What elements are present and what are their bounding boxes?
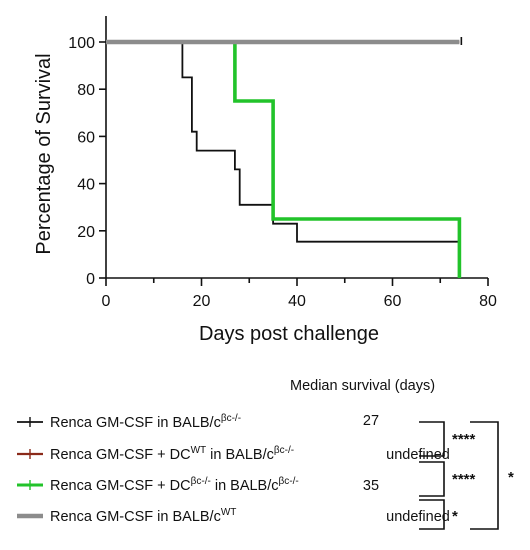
- median-survival-table: Median survival (days) 27 undefined 35 undef…: [290, 378, 514, 530]
- x-tick-label: 0: [102, 293, 111, 310]
- y-tick-label: 60: [77, 129, 95, 146]
- legend-label-2: Renca GM-CSF + DCβc-/- in BALB/cβc-/-: [50, 476, 299, 494]
- x-axis-title: Days post challenge: [199, 323, 379, 345]
- bracket-3: [419, 499, 445, 530]
- series-line-2: [106, 40, 462, 278]
- significance-label-3: *: [508, 469, 514, 486]
- legend-text-part: in BALB/c: [206, 447, 274, 463]
- y-tick-label: 40: [77, 177, 95, 194]
- median-value-0: 27: [363, 413, 379, 429]
- axes: 0 20 40 60 80 100 0 20 40 60 80 Days post challenge…: [33, 16, 497, 345]
- bracket-outer: [470, 421, 499, 530]
- x-tick-label: 40: [288, 293, 306, 310]
- series-line-0: [106, 41, 461, 260]
- median-header: Median survival (days): [290, 378, 435, 394]
- legend-text-part: Renca GM-CSF in BALB/c: [50, 509, 221, 525]
- x-tick-label: 20: [193, 293, 211, 310]
- bracket-2: [419, 461, 445, 497]
- median-value-2: 35: [363, 478, 379, 494]
- legend-label-0: Renca GM-CSF in BALB/cβc-/-: [50, 413, 241, 431]
- legend-text-part: in BALB/c: [211, 478, 279, 494]
- median-value-1: undefined: [386, 447, 450, 463]
- legend-text-part: βc-/-: [191, 476, 211, 487]
- legend-text-part: Renca GM-CSF + DC: [50, 478, 191, 494]
- legend-text-part: Renca GM-CSF in BALB/c: [50, 415, 221, 431]
- legend-text-part: Renca GM-CSF + DC: [50, 447, 191, 463]
- legend-text-part: βc-/-: [274, 445, 294, 456]
- legend-text-part: βc-/-: [279, 476, 299, 487]
- legend-text-part: βc-/-: [221, 413, 241, 424]
- legend-label-3: Renca GM-CSF in BALB/cWT: [50, 507, 236, 525]
- y-tick-label: 80: [77, 82, 95, 99]
- y-axis-title: Percentage of Survival: [33, 53, 55, 254]
- bracket-1: [419, 421, 445, 457]
- legend: Renca GM-CSF in BALB/cβc-/-Renca GM-CSF …: [17, 413, 299, 525]
- significance-label-2: *: [452, 508, 458, 525]
- x-tick-label: 80: [479, 293, 497, 310]
- significance-label-1: ****: [452, 471, 476, 488]
- legend-text-part: WT: [191, 445, 207, 456]
- legend-label-1: Renca GM-CSF + DCWT in BALB/cβc-/-: [50, 445, 294, 463]
- y-tick-label: 100: [68, 35, 95, 52]
- median-value-3: undefined: [386, 509, 450, 525]
- series-lines: [106, 37, 463, 278]
- y-tick-label: 0: [86, 271, 95, 288]
- legend-text-part: WT: [221, 507, 237, 518]
- y-tick-label: 20: [77, 224, 95, 241]
- significance-label-0: ****: [452, 431, 476, 448]
- x-tick-label: 60: [384, 293, 402, 310]
